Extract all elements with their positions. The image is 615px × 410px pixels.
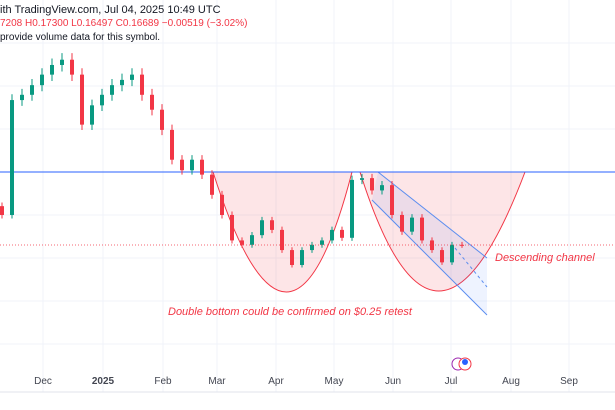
channel-lower-line [371, 199, 488, 316]
candle-body [190, 159, 194, 171]
candle-body [110, 85, 114, 95]
projection-arrow [454, 247, 488, 288]
descending-channel-label: Descending channel [495, 252, 595, 264]
x-tick-label: Mar [208, 376, 226, 387]
candle-body [70, 59, 74, 75]
candle-body [170, 129, 174, 160]
x-tick-label: 2025 [92, 376, 115, 387]
candle-body [260, 220, 264, 236]
candle-body [290, 250, 294, 265]
candle-body [90, 105, 94, 125]
candle-body [80, 74, 84, 125]
candle-body [150, 94, 154, 110]
descending-channel [372, 172, 487, 315]
candle-body [10, 100, 14, 215]
candle-body [280, 229, 284, 251]
candle-body [240, 240, 244, 245]
candle-body [220, 194, 224, 215]
candle-body [120, 79, 124, 86]
candle-body [310, 244, 314, 251]
candle-body [180, 159, 184, 171]
candle-body [30, 85, 34, 95]
candle-body [350, 179, 354, 238]
candle-body [200, 159, 204, 175]
channel-upper-line [377, 171, 488, 259]
candle-body [230, 214, 234, 241]
candle-body [390, 185, 394, 215]
x-tick-label: Aug [502, 376, 520, 387]
candle-body [40, 74, 44, 86]
candle-body [340, 229, 344, 238]
candle-body [100, 94, 104, 106]
volume-notice: provide volume data for this symbol. [0, 32, 161, 43]
candle-body [140, 74, 144, 95]
candle-body [400, 214, 404, 232]
time-axis[interactable]: Dec 2025 Feb Mar Apr May Jun Jul Aug Sep [34, 376, 578, 387]
candle-body [440, 250, 444, 263]
candle-body [0, 206, 4, 215]
candle-body [20, 94, 24, 101]
x-tick-label: Sep [560, 376, 578, 387]
candles [0, 53, 464, 268]
x-tick-label: Apr [268, 376, 284, 387]
events-icons[interactable] [451, 357, 472, 371]
candle-body [370, 178, 374, 191]
double-bottom-annotation: Double bottom could be confirmed on $0.2… [168, 306, 413, 318]
candle-body [450, 244, 454, 263]
x-tick-label: May [325, 376, 344, 387]
x-tick-label: Jul [445, 376, 458, 387]
x-tick-label: Feb [154, 376, 172, 387]
right-bottom-shape [359, 171, 526, 292]
candle-body [130, 74, 134, 80]
candle-body [250, 235, 254, 245]
candle-body [380, 185, 384, 191]
candle-body [320, 240, 324, 245]
candle-body [210, 174, 214, 195]
ohlc-readout: 7208 H0.17300 L0.16497 C0.16689 −0.00519… [0, 18, 248, 29]
candle-body [330, 229, 334, 241]
x-tick-label: Dec [34, 376, 52, 387]
candle-body [50, 64, 54, 75]
candle-body [300, 250, 304, 265]
published-info: ith TradingView.com, Jul 04, 2025 10:49 … [0, 4, 221, 16]
candle-body [270, 220, 274, 230]
candle-body [410, 217, 414, 232]
x-tick-label: Jun [385, 376, 401, 387]
candle-body [60, 59, 64, 65]
candle-body [420, 217, 424, 241]
candle-body [160, 109, 164, 130]
candle-body [360, 178, 364, 180]
